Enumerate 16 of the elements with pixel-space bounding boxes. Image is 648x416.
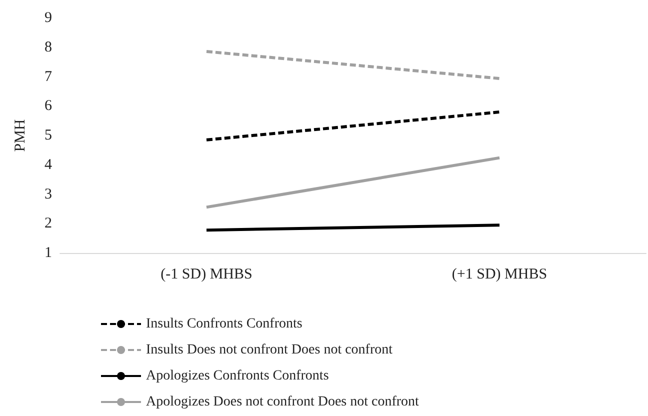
x-tick-label: (-1 SD) MHBS — [160, 266, 252, 282]
legend-label: Insults Confronts Confronts — [146, 316, 302, 332]
y-axis-title: PMH — [12, 119, 28, 152]
y-tick-label: 6 — [44, 98, 52, 114]
y-tick-label: 5 — [44, 128, 52, 144]
y-tick-label: 9 — [44, 10, 52, 26]
y-tick-label: 1 — [44, 245, 52, 261]
y-tick-label: 2 — [44, 216, 52, 232]
legend-label: Apologizes Confronts Confronts — [146, 368, 329, 384]
y-tick-label: 8 — [44, 39, 52, 56]
x-tick-label: (+1 SD) MHBS — [452, 266, 548, 282]
y-tick-label: 3 — [44, 186, 52, 202]
legend-label: Insults Does not confront Does not confront — [146, 342, 393, 358]
y-tick-label: 4 — [44, 156, 52, 173]
y-tick-label: 7 — [44, 68, 52, 85]
legend-label: Apologizes Does not confront Does not confront — [146, 394, 420, 410]
